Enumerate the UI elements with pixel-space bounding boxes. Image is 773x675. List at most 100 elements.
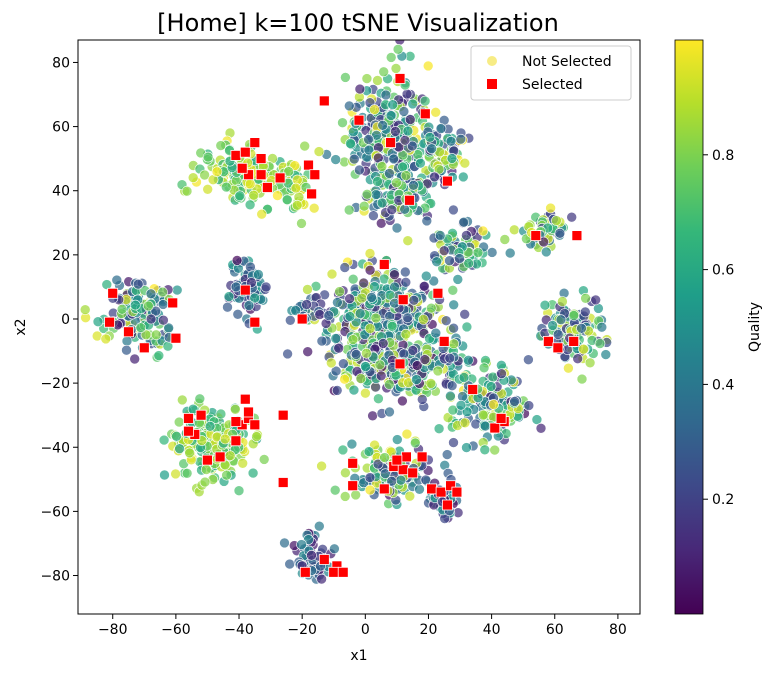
data-point [281,194,293,205]
data-point [441,449,453,460]
data-point [408,180,419,191]
selected-point [353,114,365,126]
data-point [448,437,459,448]
data-point [329,484,341,496]
data-point [244,199,256,211]
data-point [369,104,380,115]
data-point [313,146,325,157]
data-point [385,110,397,121]
data-point [425,302,437,314]
legend-marker-not-selected [487,56,497,66]
data-point [370,312,382,324]
data-point [408,294,420,306]
data-point [221,469,232,481]
selected-point [489,422,501,434]
data-point [445,390,456,402]
data-point [367,410,378,422]
selected-point [214,451,226,463]
selected-point [230,416,242,428]
data-point [419,280,430,292]
data-point [150,329,162,341]
selected-point [255,153,267,165]
data-point [432,365,444,377]
selected-point [170,332,182,344]
data-point [459,417,471,429]
data-point [580,292,591,304]
data-point [438,245,450,256]
data-point [173,416,185,428]
selected-point [236,162,248,174]
selected-point [318,95,330,107]
selected-point [552,342,564,354]
selected-point [239,146,251,158]
colorbar-tick-label: 0.6 [712,263,734,279]
data-point [430,327,442,339]
y-tick-label: 80 [52,55,70,71]
data-point [454,253,465,264]
selected-point [397,464,409,476]
selected-point [123,326,134,338]
y-tick-label: 20 [52,248,70,264]
data-point [419,354,431,365]
data-point [308,202,320,214]
selected-point [397,294,409,306]
data-point [442,412,454,423]
data-point [600,349,612,360]
data-point [314,309,326,320]
data-point [221,181,232,193]
data-point [409,437,421,449]
selected-point [274,172,286,184]
data-point [283,166,294,177]
selected-point [303,159,314,171]
selected-point [543,335,554,347]
selected-point [299,566,311,578]
data-point [372,176,383,187]
selected-point [239,284,251,296]
data-point [253,269,264,280]
colorbar [674,39,704,615]
scatter-points [79,40,613,585]
data-point [369,281,380,292]
data-point [181,185,193,197]
selected-point [385,137,397,149]
legend: Not Selected Selected [470,45,632,101]
data-point [400,328,412,340]
data-point [399,204,411,215]
data-point [135,322,147,334]
data-point [415,157,426,169]
data-point [447,284,459,296]
data-point [290,182,302,194]
legend-label-selected: Selected [522,77,583,93]
data-point [347,273,359,285]
data-point [361,73,373,84]
data-point [401,88,413,100]
data-point [364,264,376,276]
data-point [232,308,244,320]
data-point [361,347,372,359]
data-point [488,399,499,410]
selected-point [309,169,321,181]
data-point [535,422,547,434]
data-point [234,190,246,202]
selected-point [432,287,444,299]
data-point [435,123,447,134]
data-point [380,89,392,101]
data-point [554,228,566,239]
selected-point [249,137,261,149]
data-point [251,431,262,442]
selected-point [571,230,583,242]
data-point [489,444,501,456]
y-axis-ticks: −80 −60 −40 −20 0 20 40 60 80 [40,55,78,585]
data-point [121,344,132,356]
legend-marker-selected [487,79,497,89]
data-point [452,274,464,285]
data-point [374,359,386,371]
data-point [92,316,104,328]
data-point [445,136,457,147]
data-point [222,301,233,313]
data-point [434,230,446,241]
data-point [576,373,588,385]
data-point [230,281,242,293]
selected-point [435,486,447,498]
data-point [343,100,355,112]
